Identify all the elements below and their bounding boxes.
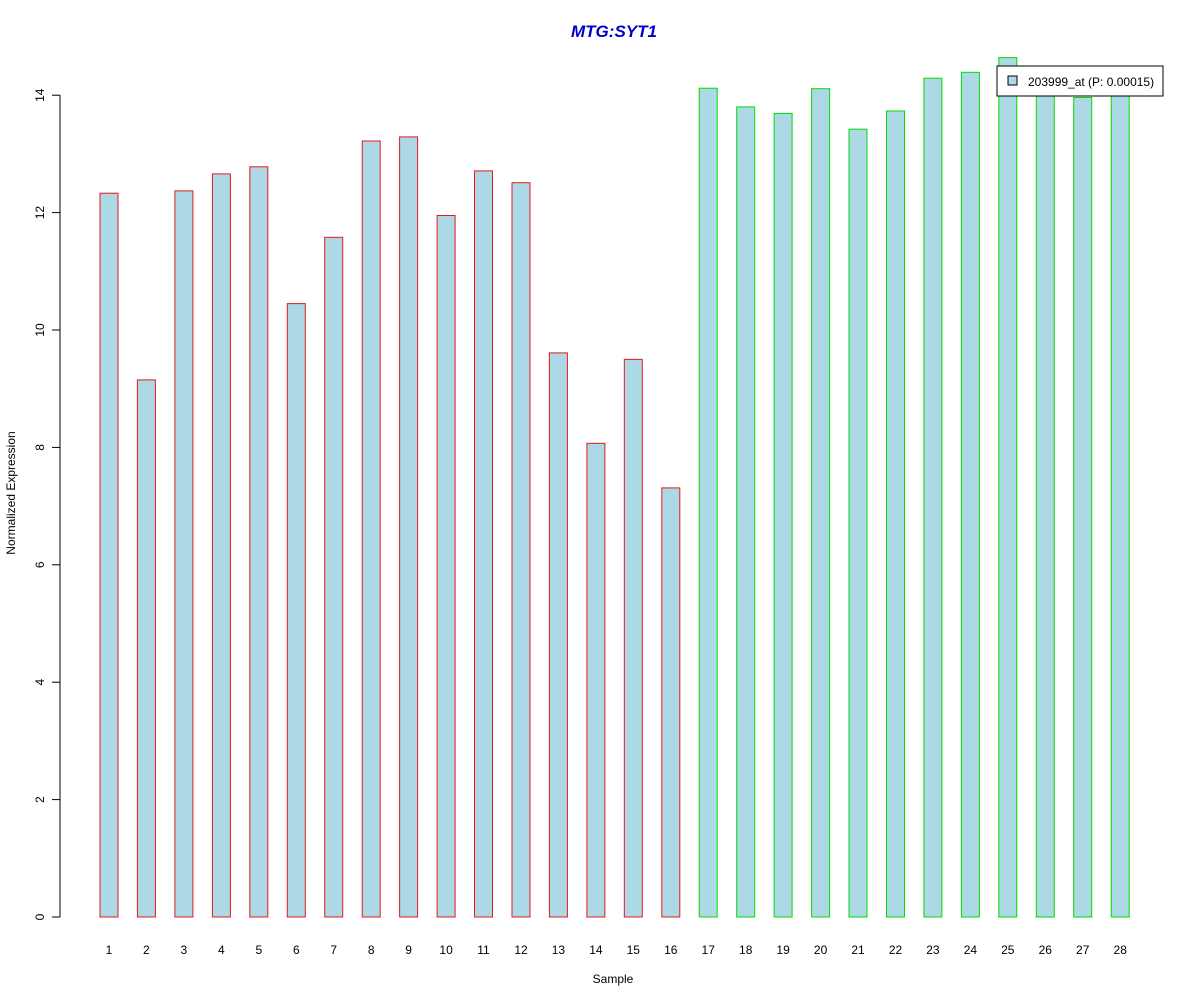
x-tick-label: 21 [851,943,865,957]
bars [99,57,1130,918]
bar-sample-19 [773,112,793,918]
x-tick-label: 19 [776,943,790,957]
bar-sample-15 [623,358,643,918]
x-tick-label: 18 [739,943,753,957]
x-tick-label: 9 [405,943,412,957]
bar-sample-10 [436,215,456,918]
bar-sample-1 [99,192,119,918]
bar-sample-16 [661,487,681,918]
y-axis-label: Normalized Expression [4,431,18,554]
bar-sample-28 [1110,88,1130,918]
bar-sample-2 [136,379,156,918]
bar-sample-3 [174,190,194,918]
legend-swatch [1007,75,1018,86]
bar-sample-24 [960,71,980,918]
x-tick-label: 12 [514,943,528,957]
bar-sample-25 [998,57,1018,918]
bar-sample-8 [361,140,381,918]
bar-sample-5 [249,166,269,918]
x-tick-label: 25 [1001,943,1015,957]
x-tick-label: 22 [889,943,903,957]
bar-sample-11 [474,170,493,918]
y-tick-label: 8 [33,444,47,451]
y-tick-label: 12 [33,206,47,220]
bar-sample-9 [399,136,419,918]
bar-sample-18 [736,106,756,918]
y-axis: 0 2 4 6 8 10 12 14 [33,88,61,920]
y-tick-label: 14 [33,88,47,102]
x-tick-label: 2 [143,943,150,957]
legend: 203999_at (P: 0.00015) [996,65,1164,97]
x-tick-label: 17 [702,943,716,957]
x-tick-label: 1 [106,943,113,957]
bar-sample-4 [211,173,231,918]
x-tick-label: 15 [627,943,641,957]
x-tick-label: 16 [664,943,678,957]
y-tick-label: 2 [33,796,47,803]
x-tick-label: 7 [330,943,337,957]
x-tick-label: 10 [439,943,453,957]
x-tick-label: 5 [255,943,262,957]
bar-sample-17 [698,87,718,918]
bar-sample-14 [586,442,606,918]
bar-sample-12 [511,182,531,918]
bar-sample-23 [923,77,943,918]
x-tick-label: 4 [218,943,225,957]
x-tick-label: 3 [181,943,188,957]
bar-sample-22 [886,110,905,918]
x-tick-labels: 1 2 3 4 5 6 7 8 9 10 11 12 13 14 15 16 17 18 19 20 21 22 23 24 2… [106,943,1128,957]
x-tick-label: 28 [1114,943,1128,957]
y-tick-label: 0 [33,913,47,920]
x-tick-label: 27 [1076,943,1090,957]
x-axis-label: Sample [593,972,634,986]
bar-sample-26 [1035,87,1055,918]
x-tick-label: 20 [814,943,828,957]
x-tick-label: 14 [589,943,603,957]
legend-entry: 203999_at (P: 0.00015) [1028,75,1154,89]
bar-sample-21 [848,128,868,918]
y-tick-label: 4 [33,679,47,686]
x-tick-label: 11 [477,943,490,957]
bar-sample-20 [811,88,831,918]
x-tick-label: 8 [368,943,375,957]
y-tick-label: 6 [33,561,47,568]
bar-sample-27 [1073,97,1093,918]
bar-sample-7 [324,236,344,918]
y-tick-label: 10 [33,323,47,337]
x-tick-label: 24 [964,943,978,957]
bar-sample-6 [286,303,306,918]
x-tick-label: 23 [926,943,940,957]
chart-title: MTG:SYT1 [571,22,657,41]
bar-sample-13 [548,352,568,918]
x-tick-label: 13 [552,943,566,957]
x-tick-label: 6 [293,943,300,957]
x-tick-label: 26 [1039,943,1053,957]
legend-box [996,65,1164,97]
